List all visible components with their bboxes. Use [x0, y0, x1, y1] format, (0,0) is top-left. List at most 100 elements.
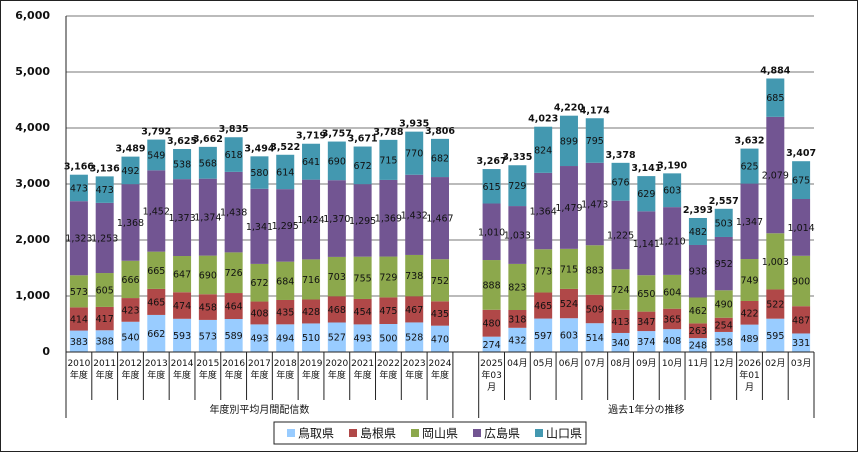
x-tick-label: 年度 [70, 369, 88, 381]
y-tick-label: 2,000 [15, 233, 50, 246]
total-label: 3,757 [322, 129, 352, 140]
data-label: 589 [225, 331, 243, 342]
data-label: 1,479 [555, 203, 582, 214]
data-label: 715 [379, 155, 397, 166]
data-label: 650 [637, 289, 655, 300]
bar-segment [508, 327, 527, 352]
bar-segment [250, 263, 269, 302]
data-label: 1,452 [143, 206, 170, 217]
data-label: 604 [663, 287, 681, 298]
bar-segment [611, 162, 630, 201]
bar-segment [379, 139, 398, 180]
data-label: 1,210 [659, 237, 686, 248]
bar-segment [431, 177, 449, 260]
data-label: 468 [328, 305, 346, 316]
total-label: 3,407 [786, 148, 816, 159]
total-label: 3,522 [270, 142, 300, 153]
bar-segment [224, 137, 243, 172]
total-label: 3,141 [631, 163, 661, 174]
bar-segment [663, 308, 682, 330]
data-label: 413 [611, 317, 629, 328]
data-label: 492 [121, 166, 139, 177]
data-label: 1,473 [581, 200, 608, 211]
bar-segment [224, 252, 243, 294]
bar-segment [792, 161, 811, 200]
bar-segment [663, 329, 682, 352]
data-label: 773 [534, 266, 552, 277]
bar-segment [508, 310, 527, 328]
bar-segment [714, 236, 733, 291]
data-label: 1,438 [220, 208, 247, 219]
data-label: 423 [121, 305, 139, 316]
data-label: 473 [96, 185, 114, 196]
data-label: 899 [560, 136, 578, 147]
data-label: 465 [534, 301, 552, 312]
bar-segment [637, 176, 656, 212]
data-label: 900 [792, 276, 810, 287]
x-tick-label: 2014 [171, 359, 194, 369]
total-label: 3,935 [399, 119, 429, 130]
total-label: 3,788 [373, 127, 403, 138]
total-label: 3,792 [141, 127, 171, 138]
x-tick-label: 2021 [351, 359, 374, 369]
data-label: 665 [147, 266, 165, 277]
bar-segment [611, 332, 630, 352]
data-label: 675 [792, 176, 810, 187]
data-label: 263 [689, 326, 707, 337]
x-tick-label: 02月 [765, 358, 785, 369]
data-label: 1,374 [194, 213, 221, 224]
bar-segment [508, 165, 527, 207]
x-tick-label: 月 [487, 382, 496, 393]
data-label: 340 [611, 338, 629, 349]
bar-segment [147, 251, 166, 289]
bar-segment [250, 188, 269, 264]
data-label: 458 [199, 303, 217, 314]
bar-segment [173, 256, 192, 293]
x-tick-label: 08月 [610, 358, 630, 369]
bar-segment [792, 306, 811, 334]
bar-segment [766, 233, 785, 290]
data-label: 414 [70, 314, 88, 325]
bar-segment [95, 330, 114, 352]
data-label: 573 [70, 287, 88, 298]
data-label: 318 [508, 314, 526, 325]
bar-segment [559, 318, 578, 352]
bar-segment [766, 318, 785, 352]
data-label: 480 [483, 319, 501, 330]
bar-segment [740, 300, 759, 325]
data-label: 666 [121, 275, 139, 286]
bar-segment [663, 274, 682, 309]
data-label: 365 [663, 314, 681, 325]
bar-segment [637, 211, 656, 276]
data-label: 435 [431, 309, 449, 320]
total-label: 4,220 [554, 103, 584, 114]
x-tick-label: 10月 [662, 358, 682, 369]
legend-label: 鳥取県 [298, 426, 334, 441]
bar-segment [688, 323, 707, 339]
data-label: 770 [405, 149, 423, 160]
bar-segment [353, 256, 372, 299]
data-label: 641 [302, 157, 320, 168]
data-label: 1,253 [91, 233, 118, 244]
data-label: 684 [276, 276, 294, 287]
bar-segment [69, 330, 88, 352]
x-tick-label: 年度 [302, 369, 320, 381]
x-tick-label: 2018 [274, 359, 297, 369]
x-tick-label: 2013 [145, 359, 168, 369]
bar-segment [585, 118, 604, 163]
bar-segment [121, 298, 140, 322]
bar-segment [327, 180, 346, 257]
bar-segment [740, 324, 759, 352]
data-label: 347 [637, 317, 655, 328]
bar-segment [353, 298, 372, 325]
bar-segment [405, 131, 424, 175]
total-label: 3,835 [219, 124, 249, 135]
data-label: 595 [766, 331, 784, 342]
data-label: 1,370 [323, 214, 350, 225]
bar-segment [327, 322, 346, 352]
bar-segment [173, 179, 192, 257]
bar-segment [714, 317, 733, 332]
y-tick-label: 1,000 [15, 289, 50, 302]
data-label: 1,295 [349, 216, 376, 227]
bar-segment [353, 324, 372, 352]
